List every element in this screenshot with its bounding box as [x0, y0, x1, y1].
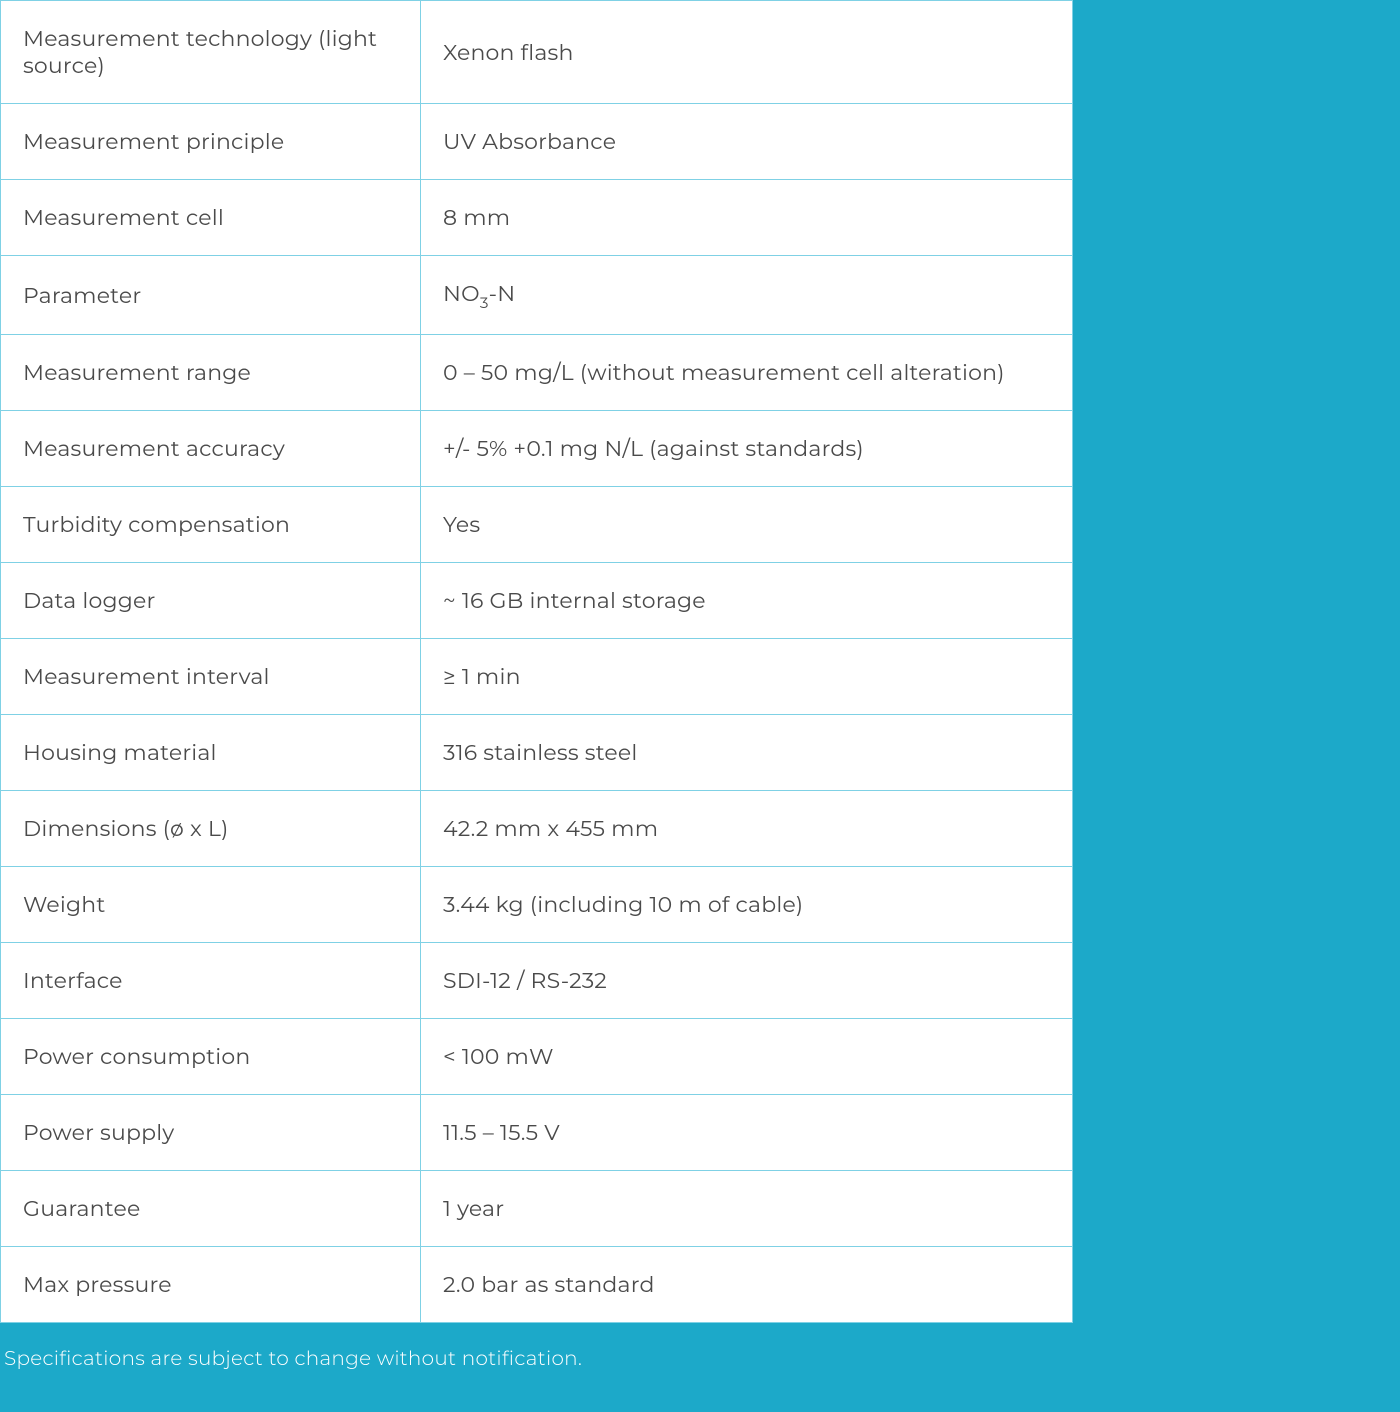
table-row: Measurement range0 – 50 mg/L (without me…	[1, 335, 1073, 411]
table-row: Measurement accuracy+/- 5% +0.1 mg N/L (…	[1, 411, 1073, 487]
spec-value: 42.2 mm x 455 mm	[421, 791, 1073, 867]
spec-label: Measurement technology (light source)	[1, 1, 421, 104]
spec-value: ~ 16 GB internal storage	[421, 563, 1073, 639]
spec-label: Turbidity compensation	[1, 487, 421, 563]
spec-value: SDI-12 / RS-232	[421, 943, 1073, 1019]
spec-value: UV Absorbance	[421, 104, 1073, 180]
spec-label: Power consumption	[1, 1019, 421, 1095]
table-row: Guarantee1 year	[1, 1171, 1073, 1247]
spec-value: Xenon flash	[421, 1, 1073, 104]
table-row: Measurement principleUV Absorbance	[1, 104, 1073, 180]
spec-value: Yes	[421, 487, 1073, 563]
spec-value: +/- 5% +0.1 mg N/L (against standards)	[421, 411, 1073, 487]
spec-label: Max pressure	[1, 1247, 421, 1323]
spec-label: Power supply	[1, 1095, 421, 1171]
spec-value: 11.5 – 15.5 V	[421, 1095, 1073, 1171]
spec-label: Measurement principle	[1, 104, 421, 180]
spec-label: Data logger	[1, 563, 421, 639]
table-row: Weight3.44 kg (including 10 m of cable)	[1, 867, 1073, 943]
table-row: InterfaceSDI-12 / RS-232	[1, 943, 1073, 1019]
table-row: Housing material316 stainless steel	[1, 715, 1073, 791]
table-row: Power consumption< 100 mW	[1, 1019, 1073, 1095]
spec-label: Parameter	[1, 256, 421, 335]
spec-value: 2.0 bar as standard	[421, 1247, 1073, 1323]
spec-value: 316 stainless steel	[421, 715, 1073, 791]
spec-table: Measurement technology (light source)Xen…	[0, 0, 1073, 1323]
table-row: Measurement technology (light source)Xen…	[1, 1, 1073, 104]
spec-label: Housing material	[1, 715, 421, 791]
spec-value: 1 year	[421, 1171, 1073, 1247]
spec-value: < 100 mW	[421, 1019, 1073, 1095]
footnote-text: Specifications are subject to change wit…	[0, 1323, 1400, 1371]
table-row: Dimensions (ø x L)42.2 mm x 455 mm	[1, 791, 1073, 867]
spec-label: Measurement interval	[1, 639, 421, 715]
table-row: Measurement cell8 mm	[1, 180, 1073, 256]
spec-value: NO3-N	[421, 256, 1073, 335]
spec-value: 3.44 kg (including 10 m of cable)	[421, 867, 1073, 943]
spec-label: Dimensions (ø x L)	[1, 791, 421, 867]
spec-label: Interface	[1, 943, 421, 1019]
spec-label: Weight	[1, 867, 421, 943]
spec-value: 0 – 50 mg/L (without measurement cell al…	[421, 335, 1073, 411]
table-row: Turbidity compensationYes	[1, 487, 1073, 563]
spec-label: Measurement accuracy	[1, 411, 421, 487]
spec-value: 8 mm	[421, 180, 1073, 256]
spec-label: Guarantee	[1, 1171, 421, 1247]
table-row: Measurement interval≥ 1 min	[1, 639, 1073, 715]
table-row: Power supply11.5 – 15.5 V	[1, 1095, 1073, 1171]
table-row: Data logger~ 16 GB internal storage	[1, 563, 1073, 639]
table-row: Max pressure2.0 bar as standard	[1, 1247, 1073, 1323]
table-row: ParameterNO3-N	[1, 256, 1073, 335]
spec-table-container: Measurement technology (light source)Xen…	[0, 0, 1073, 1323]
spec-value: ≥ 1 min	[421, 639, 1073, 715]
spec-label: Measurement range	[1, 335, 421, 411]
spec-label: Measurement cell	[1, 180, 421, 256]
